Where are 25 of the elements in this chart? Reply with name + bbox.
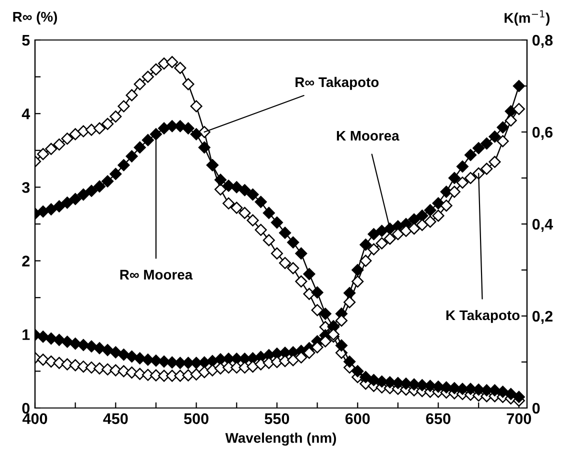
text: K Moorea <box>336 130 400 141</box>
x-tick-label: 500 <box>184 413 208 424</box>
x-tick-label: 400 <box>22 413 48 424</box>
x-tick-label: 600 <box>345 413 370 424</box>
x-tick-label: 650 <box>426 413 450 424</box>
y2-tick-label: 0,4 <box>532 218 554 232</box>
y2-tick-label: 0 <box>532 402 540 414</box>
text: R∞ Moorea <box>120 270 193 280</box>
y2-tick-label: 0,2 <box>532 310 552 324</box>
y2-tick-label: 0,6 <box>532 126 553 140</box>
y-tick-label: 1 <box>22 329 30 340</box>
y-tick-label: 2 <box>22 256 30 266</box>
y2-tick-label: 0,8 <box>532 34 553 48</box>
y-tick-label: 0 <box>22 402 30 414</box>
text: R∞ Takapoto <box>296 76 379 90</box>
x-axis-title: Wavelength (nm) <box>225 432 336 446</box>
y-tick-label: 5 <box>22 35 30 46</box>
y-axis-title: R∞ (%) <box>13 12 58 24</box>
text: K Takapoto <box>446 310 520 323</box>
y-tick-label: 3 <box>22 182 30 193</box>
y2-axis-title: K(m$^{−1}$) <box>504 10 550 26</box>
x-tick-label: 550 <box>264 413 290 424</box>
x-tick-label: 450 <box>103 413 128 424</box>
y-tick-label: 4 <box>22 108 30 120</box>
x-tick-label: 700 <box>506 413 532 424</box>
